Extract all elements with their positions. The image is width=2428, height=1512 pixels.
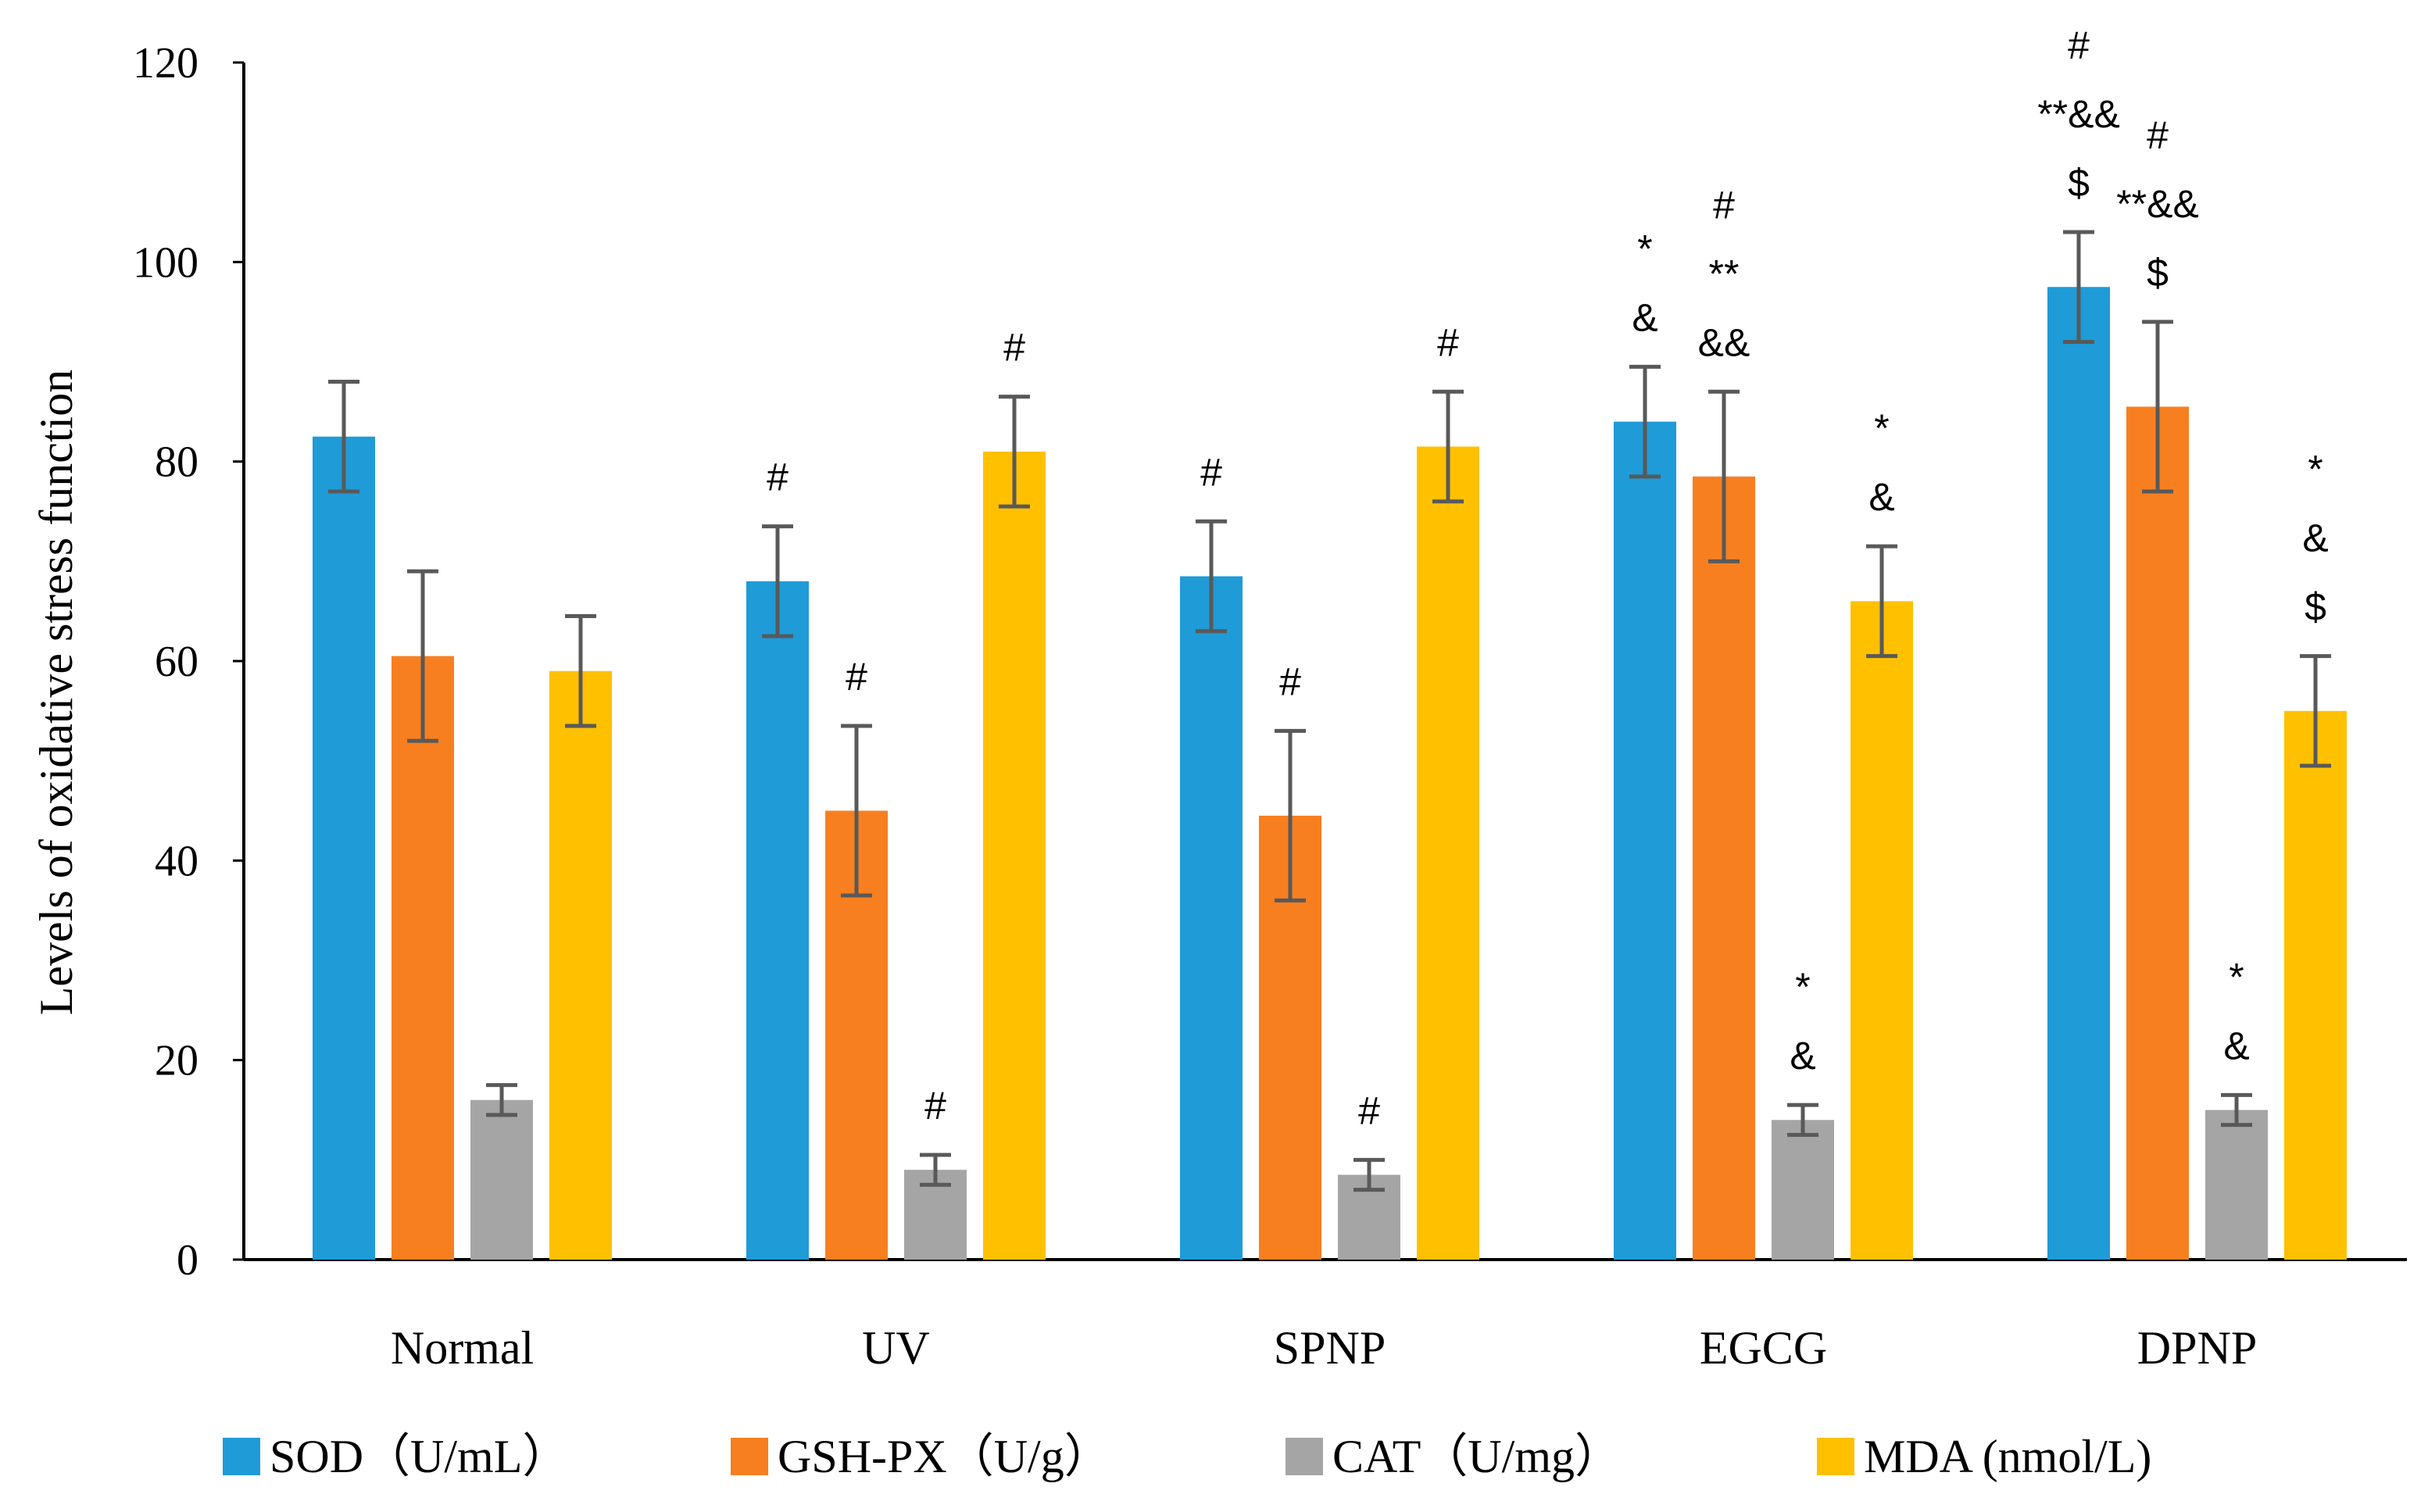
y-tick-label: 80: [155, 438, 198, 487]
significance-mark: &: [1868, 475, 1894, 519]
bar: [2047, 287, 2110, 1260]
bar: [2205, 1110, 2268, 1260]
legend-label: CAT（U/mg）: [1332, 1431, 1622, 1482]
significance-mark: #: [1358, 1088, 1380, 1132]
bar: [1180, 576, 1243, 1260]
significance-mark: &: [2223, 1024, 2249, 1067]
category-label: SPNP: [1274, 1322, 1386, 1374]
significance-mark: #: [1713, 183, 1735, 227]
significance-mark: $: [2068, 161, 2090, 205]
significance-mark: #: [2068, 23, 2090, 67]
bar: [1417, 446, 1479, 1260]
annotations: # #*&#**&&$# ##**&&#**&&$# #*&*&# #*&*&$: [767, 23, 2329, 1132]
legend: SOD（U/mL） GSH-PX（U/g） CAT（U/mg） MDA (nmol/L…: [223, 1431, 2151, 1482]
significance-mark: #: [846, 655, 867, 699]
category-label: EGCG: [1700, 1322, 1827, 1374]
significance-mark: **&&: [2116, 182, 2199, 226]
significance-mark: *: [1874, 406, 1889, 450]
significance-mark: **: [1709, 252, 1740, 295]
legend-swatch: [731, 1438, 768, 1475]
significance-mark: *: [2308, 448, 2323, 491]
y-tick-label: 60: [155, 638, 198, 686]
axes: 0 20 40 60 80 100 120 Levels of oxidative stres…: [30, 39, 2407, 1374]
significance-mark: #: [1200, 450, 1222, 494]
significance-mark: $: [2147, 251, 2169, 295]
bars: [313, 287, 2347, 1260]
significance-mark: &: [1632, 295, 1657, 339]
significance-mark: #: [1003, 326, 1025, 370]
significance-mark: *: [1637, 227, 1652, 270]
bar: [1614, 421, 1676, 1260]
significance-mark: #: [767, 456, 788, 499]
bar: [1693, 476, 1755, 1260]
legend-swatch: [1817, 1438, 1854, 1475]
category-label: UV: [862, 1322, 930, 1374]
legend-swatch: [223, 1438, 260, 1475]
y-tick-label: 100: [133, 238, 198, 287]
bar: [1851, 601, 1913, 1260]
y-tick-label: 40: [155, 837, 198, 885]
bar: [470, 1099, 533, 1260]
bar: [1772, 1120, 1834, 1260]
legend-label: SOD（U/mL）: [270, 1431, 569, 1482]
significance-mark: &: [1790, 1034, 1815, 1078]
y-tick-label: 0: [177, 1236, 198, 1285]
significance-mark: &: [2302, 517, 2328, 560]
bar: [313, 436, 375, 1260]
significance-mark: #: [1437, 320, 1459, 364]
significance-mark: *: [2229, 955, 2244, 999]
error-bars: [328, 230, 2331, 1192]
bar: [2284, 710, 2347, 1260]
bar: [983, 451, 1046, 1260]
y-axis-title: Levels of oxidative stress function: [30, 370, 82, 1015]
significance-mark: $: [2305, 585, 2326, 629]
category-label: DPNP: [2137, 1322, 2257, 1374]
legend-label: MDA (nmol/L): [1864, 1431, 2151, 1482]
legend-swatch: [1286, 1438, 1323, 1475]
bar: [549, 670, 612, 1260]
significance-mark: &&: [1698, 320, 1750, 364]
y-tick-label: 120: [133, 39, 198, 88]
bar: [746, 581, 809, 1260]
significance-mark: #: [1279, 659, 1301, 703]
significance-mark: #: [2147, 113, 2169, 157]
category-label: Normal: [391, 1322, 534, 1374]
legend-label: GSH-PX（U/g）: [778, 1431, 1111, 1482]
bar: [392, 656, 454, 1260]
significance-mark: #: [924, 1084, 946, 1128]
bar: [2126, 406, 2189, 1260]
significance-mark: **&&: [2037, 92, 2120, 136]
significance-mark: *: [1795, 965, 1810, 1009]
y-tick-label: 20: [155, 1037, 198, 1085]
